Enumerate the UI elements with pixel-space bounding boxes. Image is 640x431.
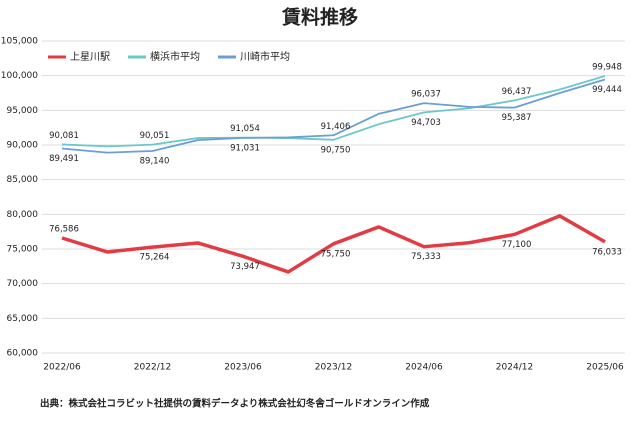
data-label: 91,406 — [321, 122, 351, 132]
data-label: 90,750 — [321, 145, 351, 155]
y-tick-label: 80,000 — [7, 210, 39, 220]
data-label: 99,444 — [592, 85, 622, 95]
y-tick-label: 105,000 — [1, 37, 38, 47]
x-tick-label: 2022/06 — [43, 363, 81, 373]
data-label: 91,031 — [230, 143, 260, 153]
data-label: 94,703 — [411, 118, 441, 128]
data-label: 75,264 — [140, 253, 170, 263]
y-tick-label: 65,000 — [7, 314, 39, 324]
data-label: 75,750 — [321, 249, 351, 259]
data-label: 95,387 — [502, 113, 532, 123]
legend-label: 川崎市平均 — [240, 50, 290, 63]
y-tick-label: 75,000 — [7, 245, 39, 255]
chart-title: 賃料推移 — [281, 6, 358, 29]
legend-label: 横浜市平均 — [150, 50, 200, 63]
x-tick-label: 2022/12 — [134, 363, 171, 373]
series-line — [61, 75, 606, 148]
data-label: 91,054 — [230, 124, 260, 134]
data-label: 76,033 — [592, 247, 622, 257]
y-tick-label: 85,000 — [7, 175, 39, 185]
x-tick-label: 2024/06 — [405, 363, 443, 373]
y-tick-label: 90,000 — [7, 141, 39, 151]
data-label: 90,081 — [49, 131, 79, 141]
data-label: 96,437 — [502, 87, 532, 97]
y-tick-label: 70,000 — [7, 279, 39, 289]
data-label: 99,948 — [592, 63, 622, 73]
series-line — [61, 78, 606, 154]
x-tick-label: 2025/06 — [586, 363, 624, 373]
data-label: 89,140 — [140, 156, 170, 166]
y-tick-label: 60,000 — [7, 349, 39, 359]
source-note: 出典：株式会社コラビット社提供の賃料データより株式会社幻冬舎ゴールドオンライン作… — [40, 398, 430, 410]
data-label: 89,491 — [49, 154, 79, 164]
y-tick-label: 95,000 — [7, 106, 39, 116]
data-label: 90,051 — [140, 131, 170, 141]
data-label: 77,100 — [502, 240, 532, 250]
data-label: 96,037 — [411, 90, 441, 100]
x-tick-label: 2023/06 — [224, 363, 262, 373]
data-label: 73,947 — [230, 262, 260, 272]
x-tick-label: 2023/12 — [315, 363, 352, 373]
data-label: 76,586 — [49, 225, 79, 235]
x-tick-label: 2024/12 — [496, 363, 533, 373]
y-tick-label: 100,000 — [1, 71, 38, 81]
data-label: 75,333 — [411, 252, 441, 262]
legend-label: 上星川駅 — [70, 51, 110, 63]
series-line — [61, 214, 606, 274]
